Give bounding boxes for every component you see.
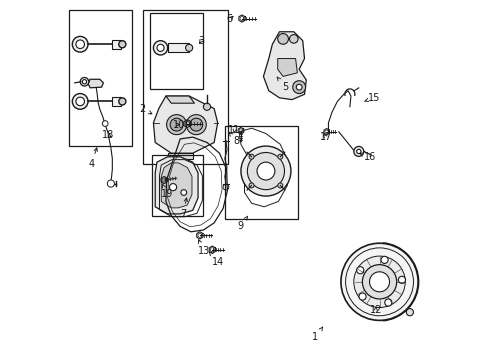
Circle shape (169, 184, 176, 191)
Circle shape (380, 256, 387, 264)
Text: 12: 12 (369, 305, 381, 315)
Polygon shape (167, 153, 192, 158)
Text: 16: 16 (359, 152, 376, 162)
Circle shape (241, 146, 290, 196)
Circle shape (107, 180, 114, 187)
Circle shape (82, 80, 86, 84)
Circle shape (189, 118, 203, 131)
Text: 18: 18 (102, 130, 114, 140)
Bar (112, 40, 121, 49)
Polygon shape (155, 157, 198, 214)
Circle shape (358, 293, 366, 300)
Text: 6: 6 (226, 14, 233, 24)
Circle shape (80, 77, 88, 86)
Text: 1: 1 (312, 327, 322, 342)
Circle shape (119, 41, 125, 48)
Text: 4: 4 (88, 148, 97, 169)
Circle shape (356, 267, 363, 274)
Text: 2: 2 (139, 104, 152, 114)
Circle shape (398, 276, 405, 283)
Circle shape (296, 84, 302, 90)
Circle shape (119, 98, 125, 105)
Circle shape (248, 183, 254, 188)
Circle shape (277, 154, 282, 159)
Circle shape (353, 256, 405, 307)
Circle shape (248, 154, 254, 159)
Text: 9: 9 (237, 216, 247, 231)
Circle shape (166, 114, 186, 135)
Circle shape (247, 153, 284, 190)
Circle shape (406, 309, 413, 316)
Circle shape (72, 36, 88, 52)
Polygon shape (153, 96, 217, 153)
Circle shape (277, 33, 288, 44)
Polygon shape (263, 32, 305, 100)
Bar (142, 10, 228, 164)
Circle shape (170, 118, 183, 131)
Circle shape (102, 121, 108, 126)
Polygon shape (161, 163, 192, 208)
Circle shape (181, 190, 186, 195)
Text: 11: 11 (228, 125, 240, 135)
Circle shape (257, 162, 274, 180)
Text: 19: 19 (160, 184, 172, 199)
Bar (69, 10, 132, 146)
Text: 10: 10 (173, 120, 185, 130)
Bar (167, 43, 189, 53)
Text: 14: 14 (209, 252, 224, 267)
Text: 3: 3 (198, 36, 204, 46)
Polygon shape (88, 79, 103, 88)
Text: 7: 7 (180, 198, 187, 219)
Circle shape (356, 149, 360, 154)
Circle shape (76, 97, 84, 106)
Circle shape (72, 94, 88, 109)
Circle shape (362, 265, 396, 299)
Circle shape (76, 40, 84, 49)
Text: 13: 13 (198, 240, 210, 256)
Circle shape (153, 41, 167, 55)
Circle shape (277, 183, 282, 188)
Polygon shape (165, 96, 194, 103)
Bar (224, 126, 298, 219)
Text: 5: 5 (277, 77, 287, 92)
Circle shape (157, 44, 164, 51)
Circle shape (292, 81, 305, 94)
Polygon shape (277, 59, 297, 76)
Circle shape (203, 103, 210, 111)
Bar (112, 97, 121, 106)
Bar (149, 13, 203, 89)
Circle shape (289, 35, 298, 43)
Circle shape (353, 147, 363, 157)
Text: 15: 15 (364, 93, 379, 103)
Circle shape (340, 243, 417, 320)
Text: 8: 8 (228, 132, 240, 146)
Circle shape (186, 114, 206, 135)
Bar (151, 155, 203, 216)
Circle shape (369, 272, 389, 292)
Text: 17: 17 (319, 132, 331, 142)
Circle shape (384, 299, 391, 306)
Circle shape (185, 44, 192, 51)
